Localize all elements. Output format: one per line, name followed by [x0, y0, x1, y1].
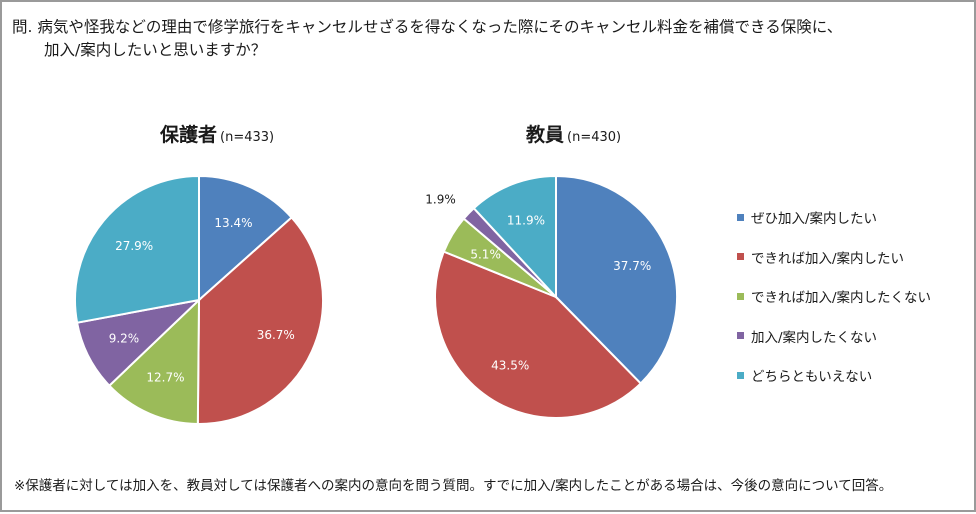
pie-slice-yes-if-possible: [196, 216, 324, 425]
legend-label: どちらともいえない: [751, 369, 873, 385]
legend-swatch: [737, 332, 744, 339]
legend-label: できれば加入/案内したくない: [751, 290, 932, 306]
legend: ぜひ加入/案内したい できれば加入/案内したい できれば加入/案内したくない 加…: [737, 207, 931, 405]
data-label: 43.5%: [491, 358, 529, 372]
data-label: 9.2%: [109, 331, 140, 345]
chart-title-teachers-text: 教員: [526, 124, 565, 146]
question-line-1: 問. 病気や怪我などの理由で修学旅行をキャンセルせざるを得なくなった際にそのキャ…: [12, 18, 843, 36]
legend-swatch: [737, 213, 744, 221]
legend-swatch: [737, 371, 744, 379]
chart-subtitle-parents: (n=433): [220, 130, 275, 145]
legend-item: 加入/案内したくない: [737, 326, 931, 346]
data-label: 37.7%: [613, 259, 651, 273]
data-label: 11.9%: [507, 213, 545, 227]
legend-label: 加入/案内したくない: [751, 329, 878, 346]
pie-slice-undecided: [472, 174, 557, 300]
legend-label: ぜひ加入/案内したい: [751, 211, 878, 227]
pie-slice-no-if-possible: [107, 297, 201, 426]
pie-slice-yes-if-possible: [434, 250, 643, 419]
data-label: 36.7%: [257, 328, 295, 342]
footnote: ※保護者に対しては加入を、教員対しては保護者への案内の意向を問う質問。すでに加入…: [14, 478, 893, 494]
legend-item: ぜひ加入/案内したい: [737, 207, 931, 227]
pie-slice-strongly-yes: [555, 174, 678, 385]
chart-title-teachers: 教員 (n=430): [526, 120, 621, 147]
pie-slice-strongly-yes: [198, 174, 293, 303]
legend-item: どちらともいえない: [737, 365, 931, 385]
legend-item: できれば加入/案内したい: [737, 247, 931, 267]
question-text: 問. 病気や怪我などの理由で修学旅行をキャンセルせざるを得なくなった際にそのキャ…: [12, 16, 962, 62]
question-line-2: 加入/案内したいと思いますか？: [44, 41, 267, 59]
pie-slice-undecided: [74, 174, 200, 324]
data-label: 5.1%: [470, 247, 501, 261]
data-label: 27.9%: [115, 239, 153, 253]
legend-swatch: [737, 292, 744, 300]
pie-chart-parents: 13.4% 36.7% 12.7% 9.2% 27.9%: [74, 174, 324, 426]
data-label: 1.9%: [425, 193, 456, 207]
chart-subtitle-teachers: (n=430): [567, 130, 622, 145]
legend-swatch: [737, 253, 744, 260]
pie-chart-teachers: 37.7% 43.5% 5.1% 1.9% 11.9%: [425, 174, 678, 419]
data-label: 13.4%: [214, 216, 252, 230]
legend-label: できれば加入/案内したい: [751, 250, 905, 267]
chart-title-parents: 保護者 (n=433): [160, 120, 274, 147]
legend-item: できれば加入/案内したくない: [737, 286, 931, 306]
chart-title-parents-text: 保護者: [160, 124, 218, 146]
data-label: 12.7%: [146, 370, 184, 384]
